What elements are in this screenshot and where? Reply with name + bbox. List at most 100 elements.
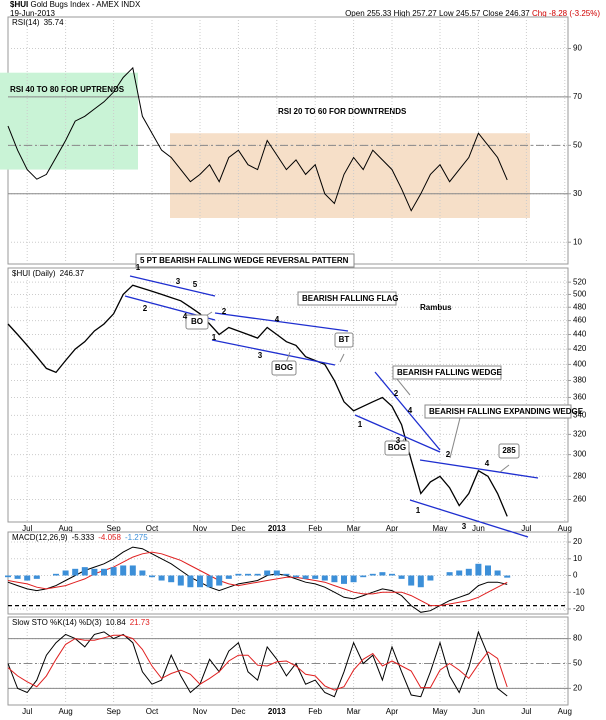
x-tick-label: Apr [386, 524, 399, 533]
histogram-bar [379, 572, 386, 576]
quote-low: Low 245.57 [439, 9, 481, 18]
x-tick-label: Feb [308, 524, 322, 533]
histogram-bar [494, 570, 501, 576]
histogram-bar [197, 575, 203, 588]
index-name: Gold Bugs Index - AMEX INDX [30, 0, 140, 9]
y-tick-label: 520 [573, 277, 587, 286]
x-tick-label: May [432, 707, 447, 716]
header-date: 19-Jun-2013 [10, 9, 55, 18]
series-line [7, 630, 508, 698]
wave-label: 2 [446, 450, 451, 459]
histogram-bar [283, 573, 290, 576]
trend-line [374, 371, 441, 451]
y-tick-label: 20 [573, 537, 582, 546]
quote-close: Close 246.37 [483, 9, 531, 18]
annotation-pointer [449, 417, 461, 459]
histogram-bar [264, 570, 271, 576]
annotation: BEARISH FALLING FLAG [302, 294, 398, 303]
wave-label: 4 [275, 315, 280, 324]
histogram-bar [417, 575, 424, 588]
y-tick-label: 30 [573, 189, 582, 198]
wave-label: 3 [462, 522, 467, 531]
last-value: -4.058 [98, 533, 121, 542]
wave-label: 4 [183, 312, 188, 321]
wave-label: 4 [408, 406, 413, 415]
callout: BO [191, 317, 203, 326]
histogram-bar [427, 575, 434, 581]
quote-change: Chg -8.28 (-3.25%) [532, 9, 600, 18]
author: Rambus [420, 303, 452, 312]
histogram-bar [24, 575, 31, 581]
histogram-bar [33, 575, 40, 579]
histogram-bar [225, 575, 232, 579]
y-tick-label: 400 [573, 360, 587, 369]
histogram-bar [53, 573, 59, 576]
histogram-bar [158, 575, 165, 581]
y-tick-label: 480 [573, 302, 587, 311]
histogram-bar [331, 575, 338, 583]
histogram-bar [360, 575, 367, 578]
panel-title-text: RSI(14) [12, 18, 40, 27]
histogram-bar [456, 570, 463, 576]
histogram-bar [254, 573, 261, 576]
x-tick-label: Sep [106, 707, 121, 716]
x-tick-label: Oct [146, 707, 159, 716]
histogram-bar [465, 568, 472, 576]
y-tick-label: 440 [573, 330, 587, 339]
x-tick-label: May [432, 524, 447, 533]
y-tick-label: 50 [573, 140, 582, 149]
annotation: BEARISH FALLING WEDGE [397, 368, 503, 377]
histogram-bar [120, 565, 127, 576]
header-title: $HUI Gold Bugs Index - AMEX INDX [10, 0, 141, 9]
y-tick-label: 50 [573, 659, 582, 668]
histogram-bar [341, 575, 347, 584]
y-tick-label: 380 [573, 376, 587, 385]
trend-line [129, 275, 216, 297]
band-label: RSI 20 TO 60 FOR DOWNTRENDS [278, 107, 407, 116]
symbol: $HUI [10, 0, 28, 9]
x-tick-label: Jul [521, 524, 531, 533]
y-tick-label: 340 [573, 410, 587, 419]
last-value: -5.333 [72, 533, 95, 542]
histogram-bar [62, 570, 69, 576]
y-tick-label: -20 [573, 604, 585, 613]
wave-label: 1 [358, 420, 363, 429]
annotation-pointer [396, 378, 411, 396]
y-tick-label: 80 [573, 634, 582, 643]
histogram-bar [293, 575, 299, 578]
wave-label: 4 [485, 459, 490, 468]
y-tick-label: 300 [573, 450, 587, 459]
x-tick-label: Jul [22, 707, 32, 716]
wave-label: 3 [258, 351, 263, 360]
series-line [7, 551, 508, 607]
histogram-bar [149, 575, 155, 578]
y-tick-label: 320 [573, 430, 587, 439]
histogram-bar [101, 568, 107, 576]
histogram-bar [91, 568, 98, 576]
x-tick-label: Jun [472, 707, 485, 716]
annotation: BEARISH FALLING EXPANDING WEDGE [429, 407, 584, 416]
y-tick-label: 20 [573, 684, 582, 693]
x-tick-label: Aug [558, 524, 572, 533]
histogram-bar [81, 567, 88, 576]
callout-box [271, 360, 297, 376]
wave-label: 2 [222, 307, 227, 316]
x-tick-label: Jul [22, 524, 32, 533]
histogram-bar [369, 573, 376, 576]
y-tick-label: 0 [573, 571, 578, 580]
x-tick-label: Aug [58, 707, 72, 716]
wave-label: 2 [394, 389, 399, 398]
quote: Open 255.33 High 257.27 Low 245.57 Close… [345, 9, 600, 18]
annotation-box [297, 291, 397, 306]
histogram-bar [504, 575, 511, 578]
y-tick-label: 360 [573, 393, 587, 402]
histogram-bar [72, 568, 79, 576]
x-tick-label: Dec [231, 707, 245, 716]
x-tick-label: 2013 [268, 707, 286, 716]
wave-label: 1 [212, 333, 217, 342]
annotation-box [135, 253, 355, 268]
x-tick-label: Aug [58, 524, 72, 533]
panel-title: RSI(14) 35.74 [12, 18, 64, 27]
y-tick-label: 420 [573, 344, 587, 353]
histogram-bar [446, 572, 453, 576]
